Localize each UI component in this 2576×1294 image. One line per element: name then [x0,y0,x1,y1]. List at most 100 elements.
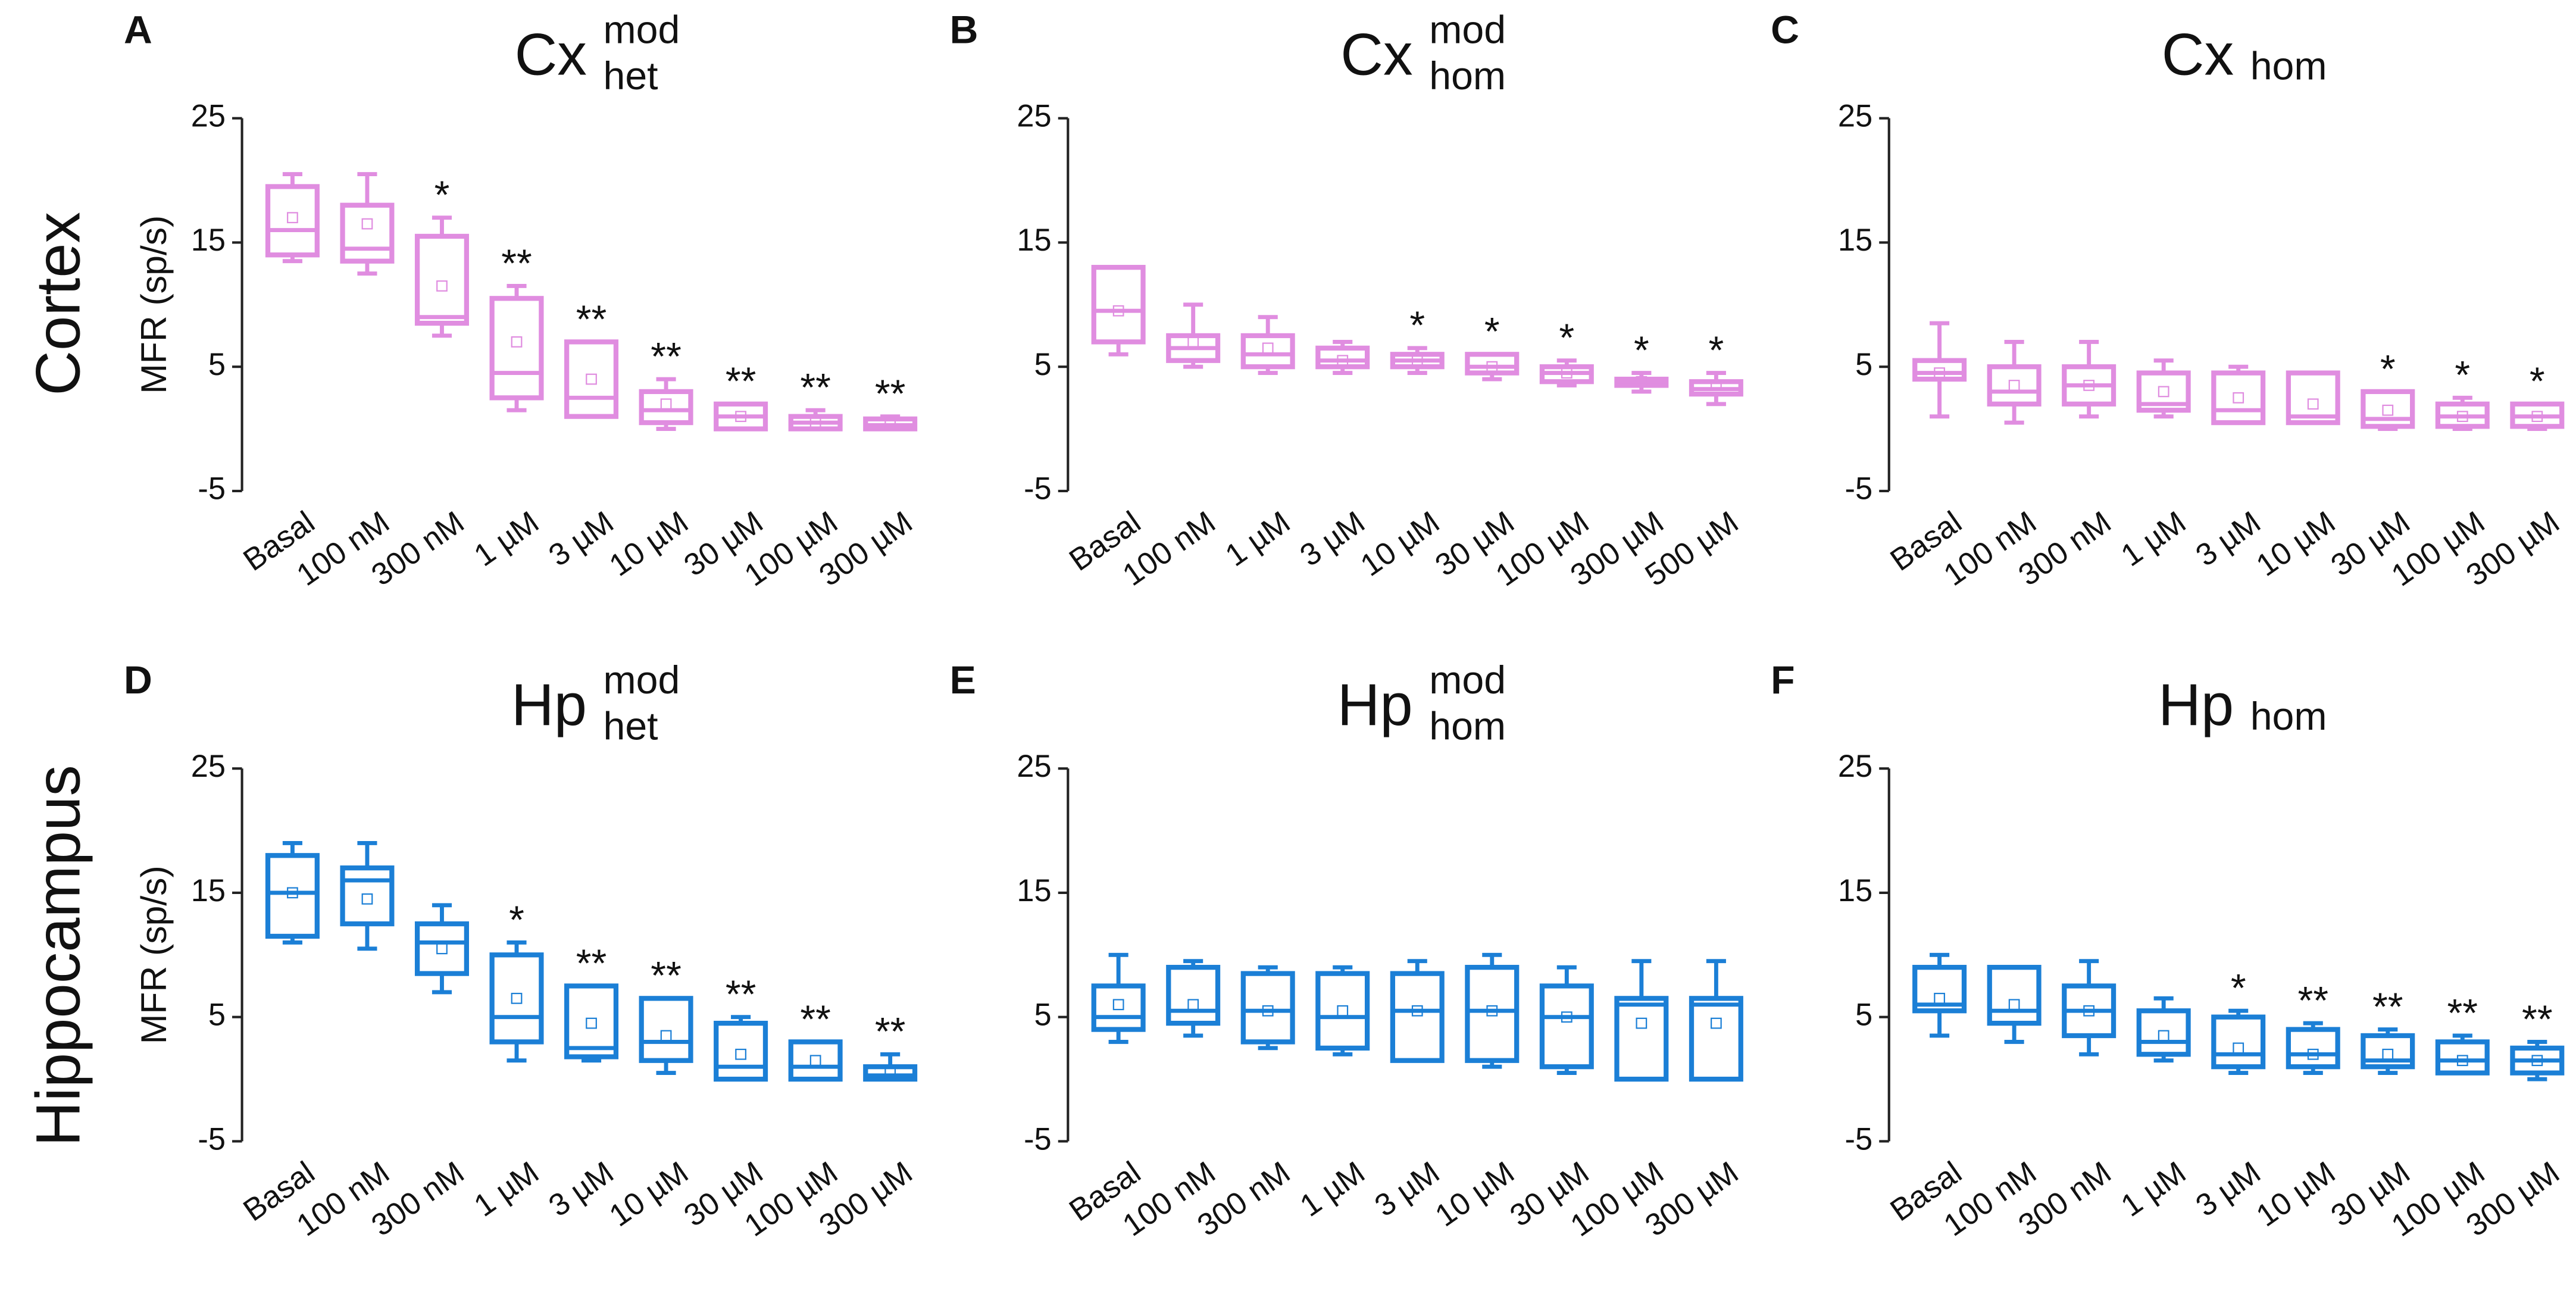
mean [2531,1055,2543,1067]
mean [511,992,523,1004]
row-label: Cortex [24,212,93,396]
box [2435,1039,2490,1076]
mean [1411,1005,1423,1017]
mean [2382,404,2394,416]
mean [1710,380,1722,391]
title-sup: mod [1429,658,1506,702]
mean [2158,1030,2169,1042]
mean [884,417,896,429]
x-tick-label: 10 µM [1355,505,1446,583]
box [2136,1008,2191,1057]
y-tick-label: -5 [198,1122,226,1157]
box [1091,983,1146,1032]
box [1465,965,1520,1063]
box [1166,965,1221,1026]
mean [809,417,821,429]
box [564,339,619,419]
y-tick-label: 15 [1017,223,1051,258]
panel-label: F [1771,658,1795,702]
chart-title: Hp [1337,672,1413,738]
significance: * [1634,329,1649,373]
mean [2158,386,2169,398]
box [2286,370,2340,426]
significance: ** [726,973,756,1017]
box [2211,370,2266,426]
significance: * [1559,316,1574,360]
title-sup: mod [604,8,680,52]
significance: ** [576,942,607,986]
x-tick-label: 1 µM [468,505,545,573]
y-tick-label: -5 [198,472,226,507]
panel-label: B [950,8,978,52]
box [1912,358,1967,382]
y-tick-label: 5 [208,998,226,1033]
mean [2456,411,2468,423]
significance: ** [2372,985,2403,1029]
y-axis-label: MFR (sp/s) [133,215,174,394]
mean [2233,392,2244,404]
significance: * [434,173,450,217]
mean [2456,1055,2468,1067]
y-tick-label: -5 [1024,1122,1052,1157]
mean [1561,367,1573,379]
box [1315,971,1370,1051]
mean [809,1055,821,1067]
x-tick-label: 10 µM [2250,505,2341,583]
panel-label: A [124,8,152,52]
significance: ** [501,242,532,286]
y-tick-label: 25 [1838,749,1872,784]
box [1240,333,1295,370]
mean [1112,999,1124,1011]
box [1539,983,1594,1070]
mean [511,336,523,348]
y-axis-label: MFR (sp/s) [133,865,174,1044]
y-tick-label: 25 [1017,749,1051,784]
x-tick-label: 1 µM [1294,1155,1371,1224]
significance: * [2455,354,2470,398]
title-sub: hom [1429,704,1506,748]
mean [287,887,298,899]
mean [436,943,448,955]
significance: * [2530,360,2545,404]
significance: ** [576,298,607,342]
row-label: Hippocampus [24,765,93,1146]
box [414,233,470,326]
y-tick-label: -5 [1024,472,1052,507]
mean [735,1048,746,1060]
x-tick-label: 1 µM [2115,505,2193,573]
mean [2008,999,2020,1011]
box [788,1039,843,1082]
title-sub: hom [1429,54,1506,98]
significance: * [1409,304,1425,348]
mean [361,893,373,905]
significance: * [509,898,524,942]
significance: * [2380,347,2396,391]
box [1091,265,1146,345]
mean [2382,1048,2394,1060]
y-tick-label: -5 [1845,472,1873,507]
significance: * [2231,967,2246,1011]
mean [2531,411,2543,423]
y-tick-label: 5 [1855,348,1872,382]
significance: ** [875,372,906,416]
significance: ** [875,1010,906,1054]
mean [287,212,298,224]
chart-title: Cx [2162,22,2234,88]
mean [660,1030,672,1042]
x-tick-label: 1 µM [1220,505,1297,573]
mean [1337,355,1349,367]
y-tick-label: 15 [191,874,226,908]
title-sub: hom [2250,44,2327,88]
box [340,202,395,264]
y-tick-label: 15 [1017,874,1051,908]
y-tick-label: 25 [191,99,226,133]
significance: ** [651,954,681,998]
mean [1710,1017,1722,1029]
title-sub: het [604,704,658,748]
chart-title: Cx [1340,22,1412,88]
y-tick-label: 25 [191,749,226,784]
mean [1262,1005,1274,1017]
panel-label: E [950,658,976,702]
mean [1187,336,1199,348]
